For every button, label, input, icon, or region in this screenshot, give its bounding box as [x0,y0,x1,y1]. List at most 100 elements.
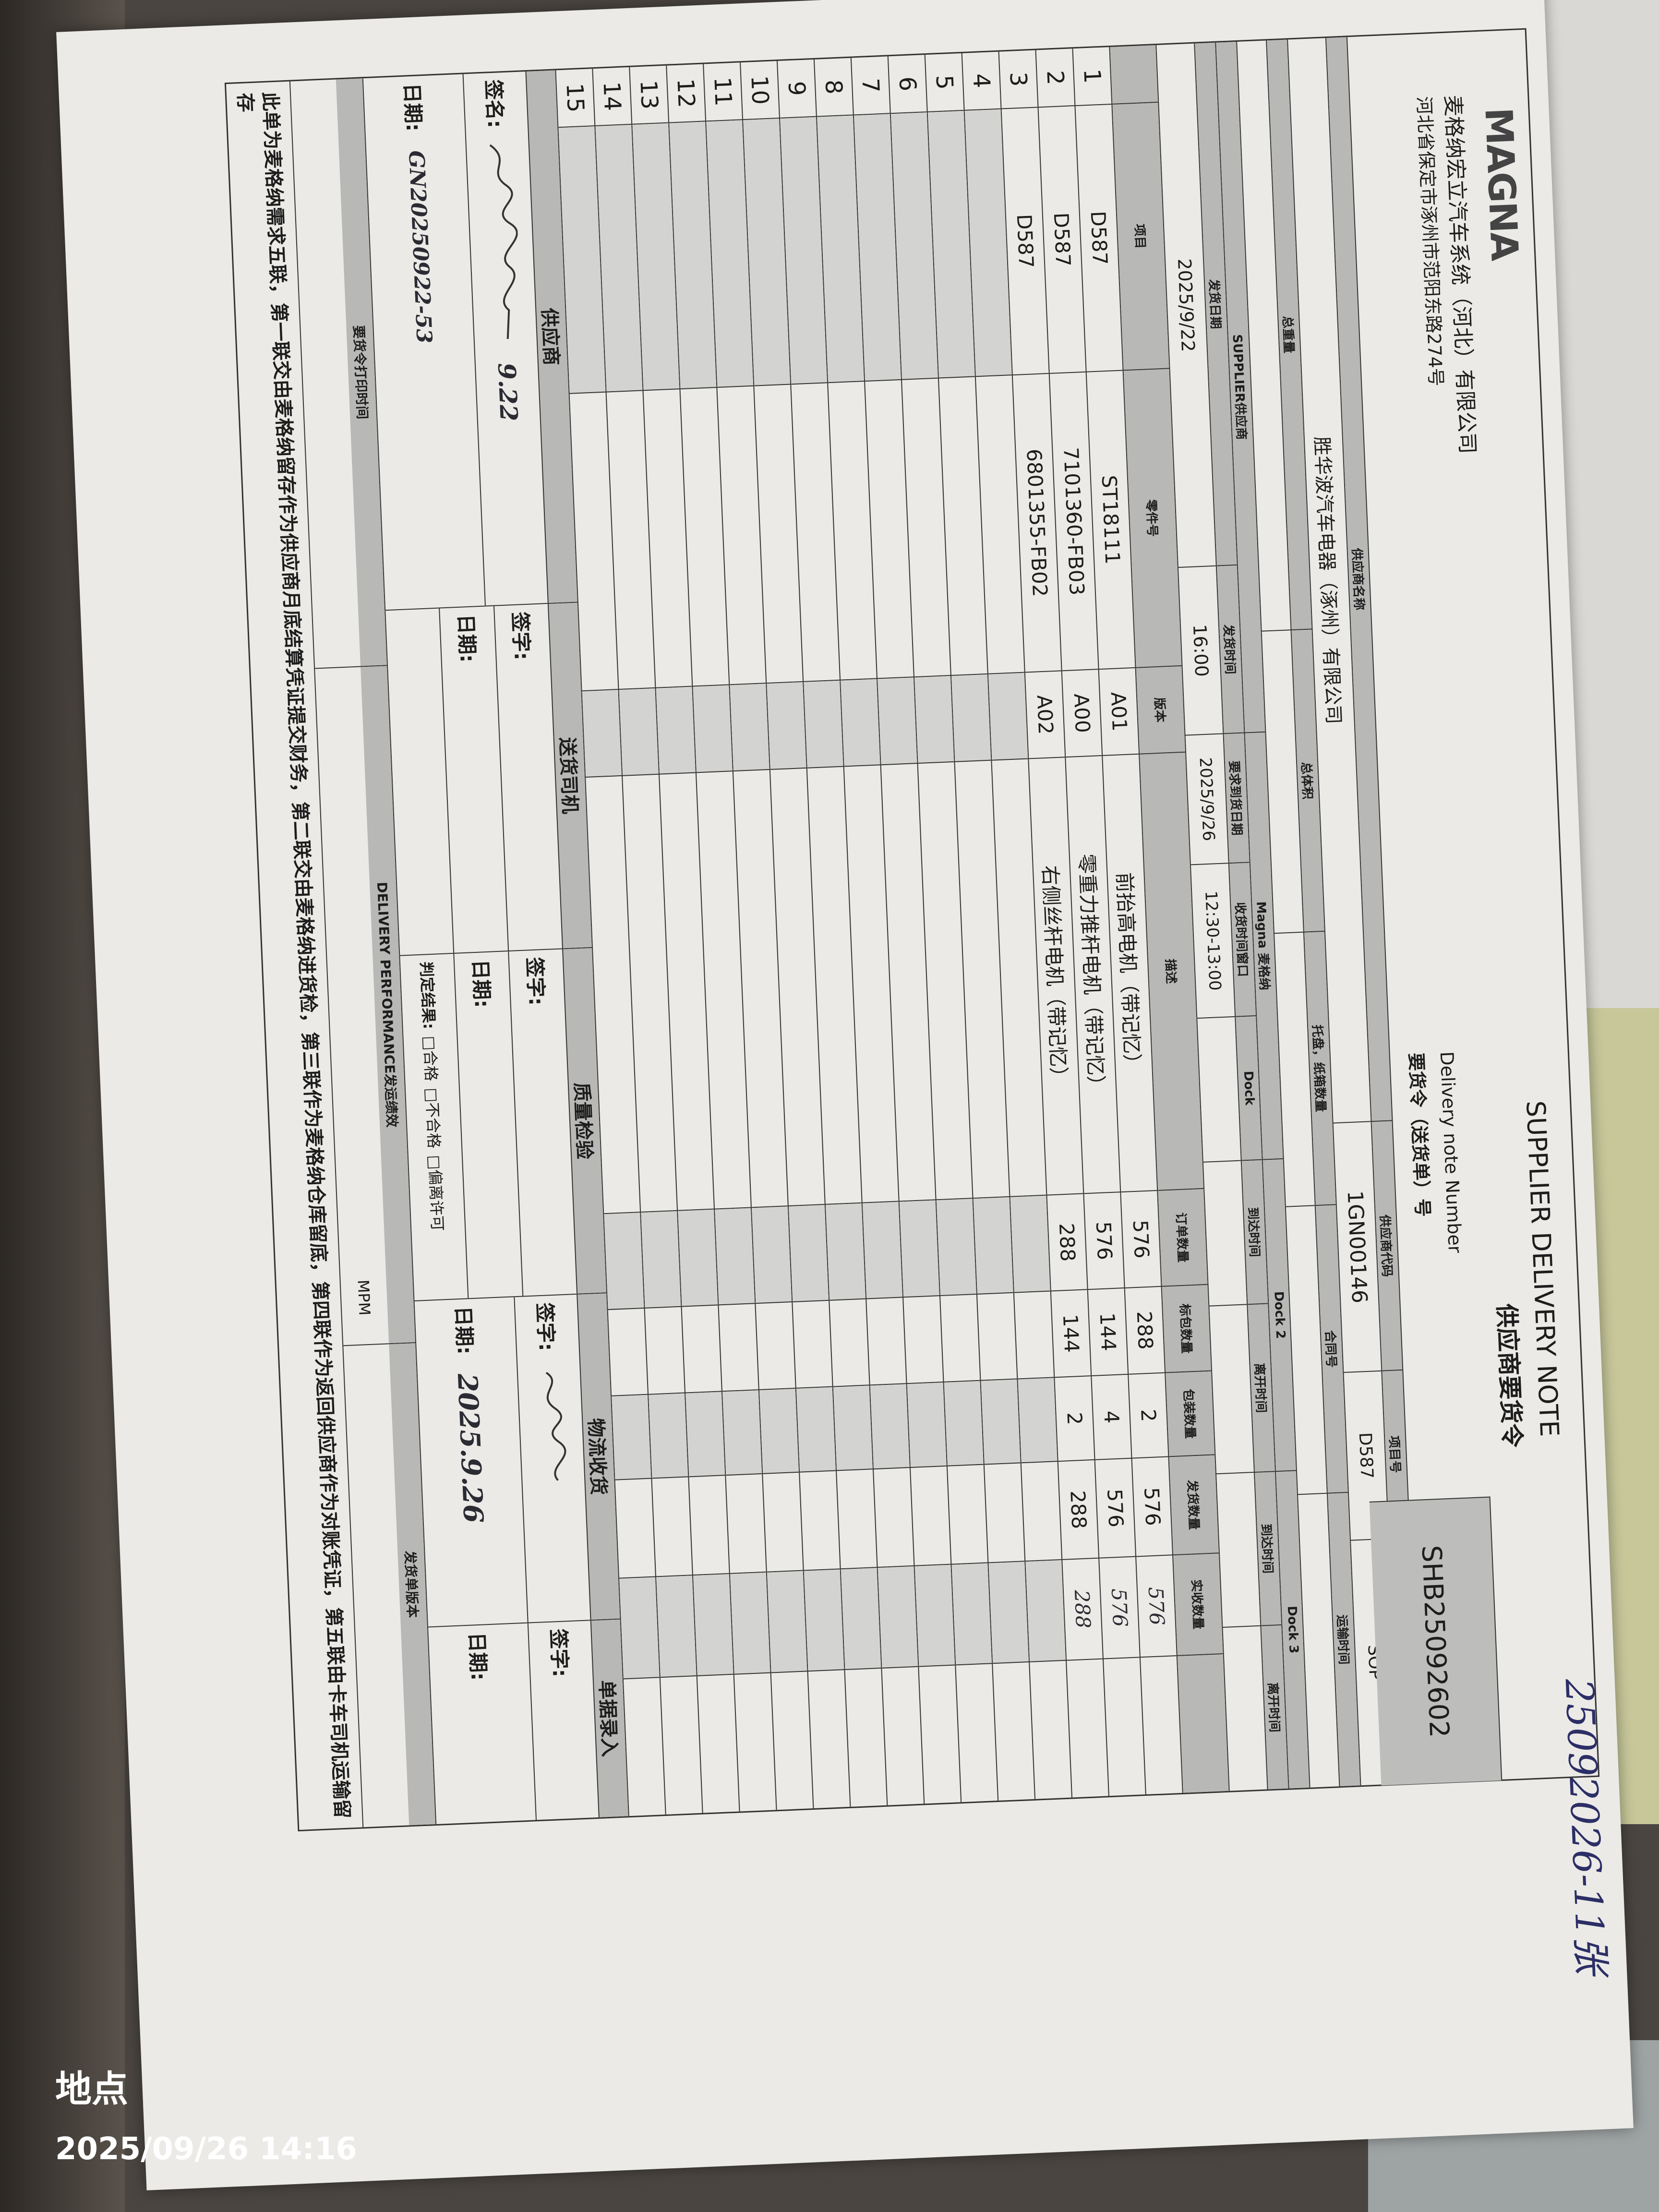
driver-date-label: 日期: [454,613,480,663]
entry-sign-label: 签字: [546,1628,572,1678]
order-qty-cell [1010,1195,1050,1293]
dock3-arrival-field [1216,1473,1261,1628]
photo-datetime-stamp: 2025/09/26 14:16 [55,2131,357,2167]
ship-qty-cell [800,1471,840,1571]
pack-count-cell [944,1381,984,1467]
std-pack-qty-cell [830,1299,869,1387]
order-qty-cell [751,1206,792,1304]
order-qty-cell [862,1202,903,1299]
result-pass-checkbox[interactable]: □合格 [420,1035,441,1082]
revision-cell [804,680,843,769]
pack-count-cell [649,1393,688,1479]
driver-sign-label: 签字: [508,611,534,661]
ship-qty-cell: 576 [1095,1458,1136,1559]
revision-cell: A00 [1062,670,1102,758]
order-qty-cell [604,1213,644,1310]
std-pack-qty-cell [793,1300,832,1389]
logistics-date-line: 日期: 2025.9.26 [415,1297,528,1626]
dock2-departure-field [1209,1305,1254,1475]
dock3-departure-field [1223,1626,1267,1791]
extra-cell [1030,1661,1071,1799]
pack-count-cell [796,1387,836,1473]
delivery-note-number-label-cn: 要货令（送货单）号 [1405,1052,1433,1217]
pack-count-cell [722,1390,762,1476]
entry-date-line: 日期: [428,1623,536,1824]
order-qty-cell [899,1200,940,1298]
row-number: 9 [777,59,816,119]
supplier-signature-scribble [490,144,518,339]
ship-qty-cell [689,1476,729,1576]
driver-signature-block: 送货司机 签字: 日期: [385,602,592,956]
revision-cell [767,682,806,770]
extra-cell [734,1673,776,1812]
col-header-ship-qty: 发货数量 [1169,1455,1219,1556]
pack-count-cell [907,1382,947,1468]
result-fail-checkbox[interactable]: □不合格 [422,1087,443,1149]
pack-count-cell [612,1395,651,1480]
delivery-note-number-label-en: Delivery note Number [1436,1051,1466,1254]
logistics-date-value: 2025.9.26 [451,1372,490,1524]
row-number: 5 [925,53,964,112]
std-pack-qty-cell: 144 [1051,1290,1091,1378]
received-qty-cell [730,1572,770,1675]
received-qty-cell: 576 [1136,1555,1177,1658]
entry-signature-block: 单据录入 签字: 日期: [428,1619,628,1824]
supplier-sign-date-note: 9.22 [492,362,523,422]
std-pack-qty-cell [903,1296,943,1384]
pack-count-cell [685,1392,725,1478]
order-qty-cell [788,1204,829,1302]
revision-cell [730,684,769,772]
row-number: 8 [814,58,853,117]
ship-qty-cell [947,1465,988,1565]
extra-cell [771,1671,813,1810]
quality-result-label: 判定结果: [417,961,438,1030]
std-pack-qty-cell [940,1294,980,1382]
row-number: 12 [667,64,706,123]
logistics-sign-label: 签字: [532,1302,558,1352]
revision-cell [656,686,696,775]
supplier-sign-label: 签名: [481,79,507,129]
quality-signature-block: 质量检验 签字: 日期: 判定结果: □合格 □不合格 □偏离许可 [400,948,607,1301]
dock-field [1197,1017,1241,1163]
extra-cell [661,1676,702,1815]
received-qty-cell [693,1574,733,1676]
ship-qty-cell [984,1463,1025,1563]
photo-location-stamp: 地点 [55,2068,128,2110]
col-header-received-qty: 实收数量 [1173,1553,1223,1657]
pack-count-cell: 2 [1055,1376,1094,1462]
logistics-date-label: 日期: [451,1305,477,1355]
pack-count-cell: 4 [1092,1374,1131,1460]
pack-count-cell [870,1384,910,1470]
revision-cell: A02 [1025,671,1065,759]
received-qty-cell: 288 [1062,1558,1103,1661]
quality-sign-label: 签字: [522,956,548,1006]
row-number: 14 [593,67,632,127]
extra-cell [919,1665,961,1803]
std-pack-qty-cell [866,1298,906,1386]
std-pack-qty-cell [608,1308,648,1396]
extra-cell [697,1675,739,1813]
received-qty-cell [804,1569,844,1672]
extra-cell [1104,1658,1145,1796]
delivery-note-number: SHB25092602 [1369,1496,1503,1786]
result-deviation-checkbox[interactable]: □偏离许可 [425,1154,447,1232]
pack-count-cell [1018,1378,1058,1464]
order-qty-cell [973,1197,1013,1295]
pack-count-cell: 2 [1129,1373,1168,1459]
receiving-window: 12:30-13:00 [1190,864,1235,1019]
signature-section: 供应商 签名: 9.22 日期: GN20250922-53 送货司机 签字: … [362,70,628,1825]
ship-qty-cell [652,1477,692,1577]
std-pack-qty-cell [1014,1291,1054,1380]
extra-cell [956,1664,998,1802]
ship-qty-cell [910,1466,951,1566]
extra-cell [882,1667,924,1805]
extra-cell [1067,1659,1108,1798]
received-qty-cell [988,1562,1029,1664]
col-header-order-qty: 订单数量 [1158,1189,1208,1287]
logistics-signature-block: 物流收货 签字: 日期: 2025.9.26 [414,1293,620,1628]
revision-cell [619,688,659,776]
revision-cell [878,677,917,766]
ship-qty-cell: 288 [1058,1460,1099,1560]
revision-cell [988,673,1028,761]
col-header-pack-count: 包装数量 [1166,1371,1215,1457]
